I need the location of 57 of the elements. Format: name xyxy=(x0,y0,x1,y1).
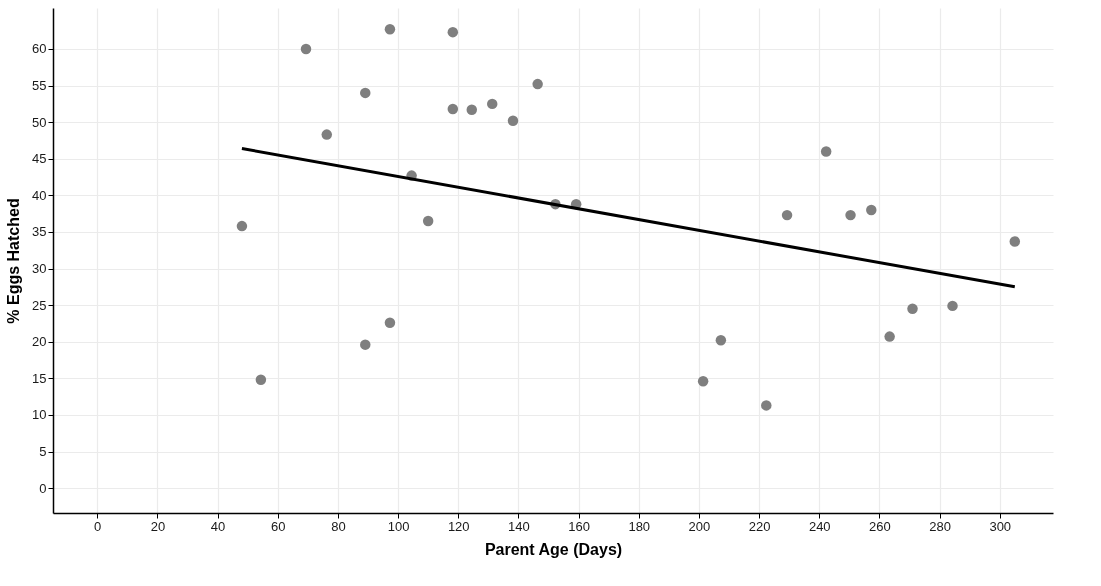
point xyxy=(761,400,772,411)
y-tick-label: 25 xyxy=(32,297,47,313)
point xyxy=(422,215,434,227)
x-tick-label: 240 xyxy=(808,518,831,534)
x-tick-label: 220 xyxy=(748,518,771,534)
x-tick-label: 280 xyxy=(929,518,951,534)
point xyxy=(781,209,793,221)
y-tick-label: 35 xyxy=(32,224,47,240)
point xyxy=(532,78,543,90)
y-tick-label: 30 xyxy=(32,261,47,277)
point xyxy=(697,376,709,387)
point xyxy=(447,26,459,38)
x-tick-label: 20 xyxy=(150,518,166,534)
x-tick-label: 60 xyxy=(270,518,286,534)
point xyxy=(466,104,478,115)
point xyxy=(486,98,498,110)
point xyxy=(360,339,371,350)
x-tick-label: 120 xyxy=(447,518,470,534)
point xyxy=(384,317,396,328)
point xyxy=(360,87,371,99)
x-tick-label: 200 xyxy=(688,518,711,534)
y-tick-label: 5 xyxy=(39,444,47,460)
point xyxy=(715,335,727,346)
point xyxy=(845,209,856,221)
x-tick-label: 100 xyxy=(387,518,410,534)
y-tick-label: 10 xyxy=(32,407,47,423)
x-tick-label: 260 xyxy=(869,518,891,534)
x-tick-label: 160 xyxy=(568,518,590,534)
point xyxy=(236,220,248,232)
x-tick-label: 140 xyxy=(508,518,530,534)
point xyxy=(447,103,459,115)
point xyxy=(820,146,832,157)
y-tick-label: 15 xyxy=(32,370,47,386)
x-tick-label: 180 xyxy=(628,518,651,534)
point xyxy=(907,303,918,315)
y-tick-label: 45 xyxy=(32,151,47,167)
point xyxy=(866,204,877,216)
x-tick-label: 0 xyxy=(94,518,102,534)
point xyxy=(384,23,396,35)
point xyxy=(507,115,519,126)
y-tick-label: 60 xyxy=(32,41,47,57)
point xyxy=(255,374,267,386)
x-axis-title: Parent Age (Days) xyxy=(484,540,623,558)
point xyxy=(884,331,895,342)
y-tick-label: 0 xyxy=(39,480,47,496)
x-tick-label: 80 xyxy=(331,518,346,534)
y-tick-label: 55 xyxy=(32,78,47,94)
y-axis-title: % Eggs Hatched xyxy=(5,198,23,324)
x-tick-label: 300 xyxy=(989,518,1012,534)
point xyxy=(1009,236,1021,247)
y-tick-label: 50 xyxy=(32,114,47,130)
point xyxy=(300,43,312,55)
y-tick-label: 40 xyxy=(32,187,47,203)
y-tick-label: 20 xyxy=(32,334,47,350)
x-tick-label: 40 xyxy=(210,518,226,534)
point xyxy=(321,129,333,140)
point xyxy=(947,300,958,312)
